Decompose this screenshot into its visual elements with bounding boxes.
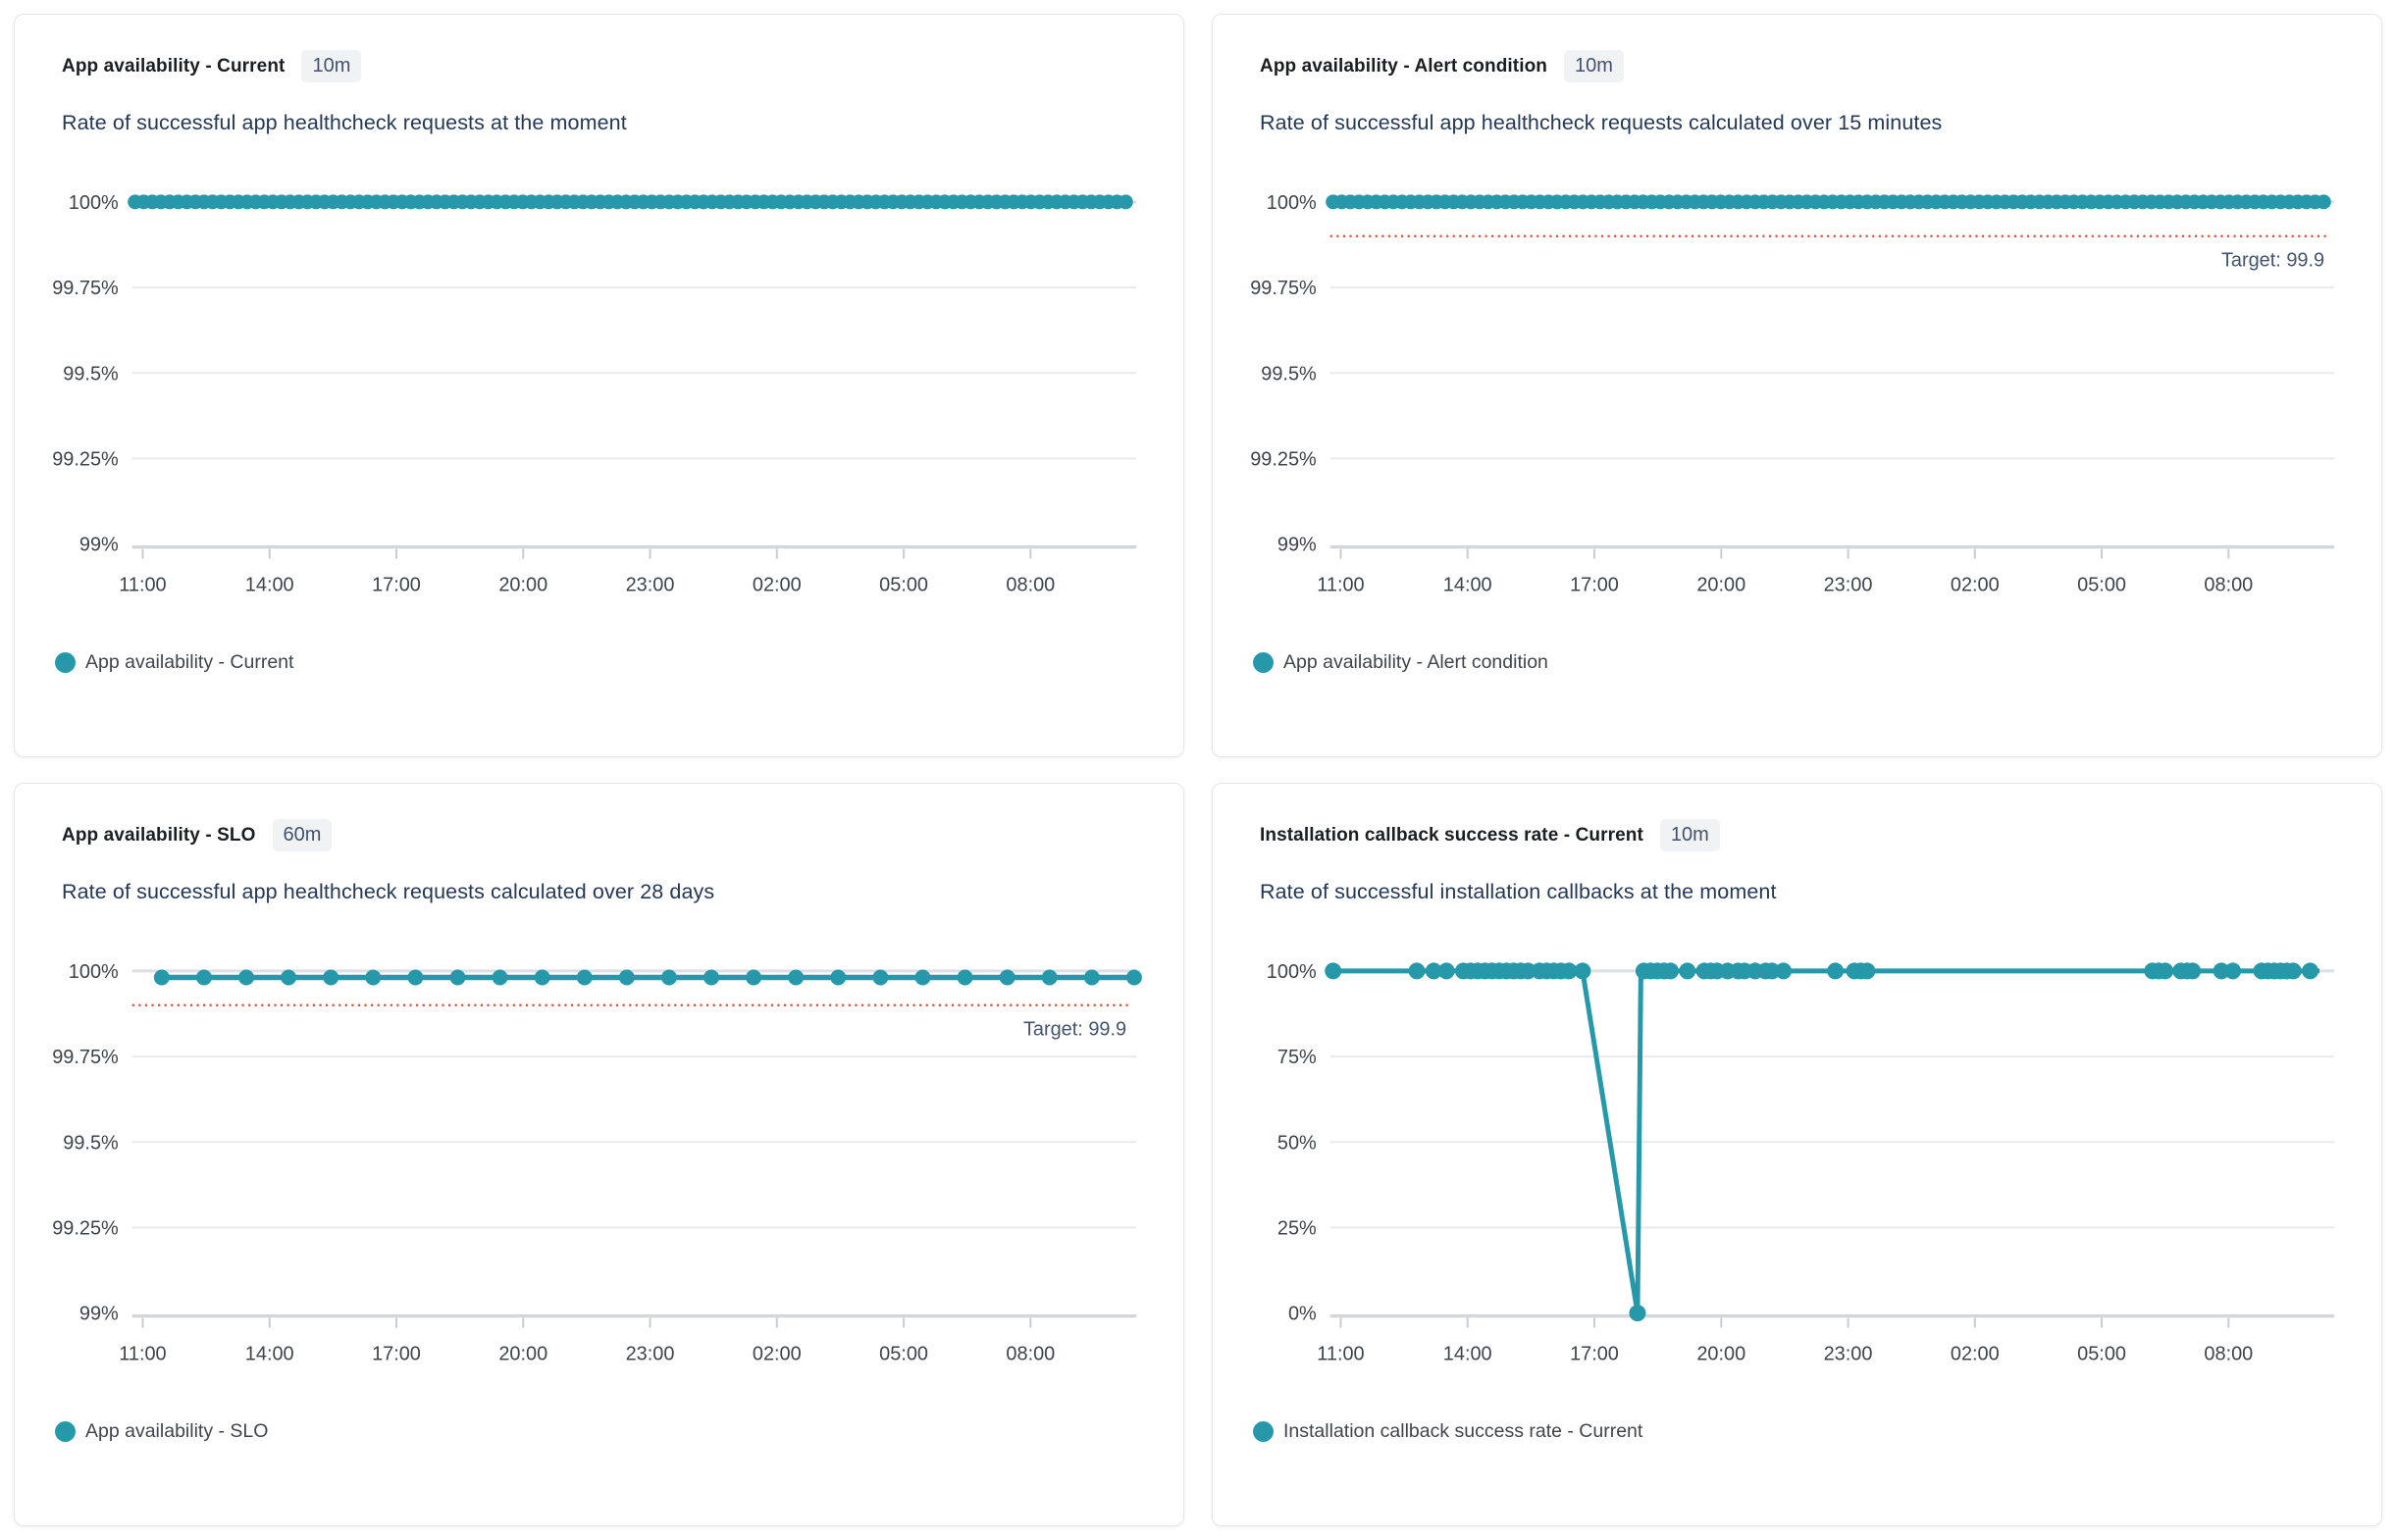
timeframe-badge: 10m bbox=[1659, 819, 1720, 851]
legend: App availability - Current bbox=[39, 651, 1160, 678]
svg-text:14:00: 14:00 bbox=[1443, 1343, 1492, 1364]
legend: App availability - SLO bbox=[39, 1420, 1160, 1447]
timeframe-badge: 10m bbox=[301, 50, 362, 82]
panel-title: Installation callback success rate - Cur… bbox=[1260, 824, 1643, 846]
svg-text:02:00: 02:00 bbox=[1951, 574, 2000, 595]
panel-subtitle: Rate of successful installation callback… bbox=[1260, 880, 1777, 903]
panel-subtitle: Rate of successful app healthcheck reque… bbox=[62, 111, 627, 134]
svg-text:17:00: 17:00 bbox=[372, 1343, 421, 1364]
svg-text:11:00: 11:00 bbox=[1317, 1343, 1364, 1364]
panel-title: App availability - Alert condition bbox=[1260, 55, 1548, 77]
svg-text:99.25%: 99.25% bbox=[1250, 448, 1317, 470]
panel-subtitle: Rate of successful app healthcheck reque… bbox=[1260, 111, 1943, 134]
svg-text:99.5%: 99.5% bbox=[63, 363, 118, 385]
svg-text:20:00: 20:00 bbox=[498, 1343, 547, 1364]
svg-text:99.75%: 99.75% bbox=[1250, 278, 1317, 299]
svg-text:50%: 50% bbox=[1277, 1132, 1317, 1154]
svg-text:20:00: 20:00 bbox=[1696, 1343, 1745, 1364]
svg-text:99.75%: 99.75% bbox=[52, 1047, 119, 1068]
svg-text:99.25%: 99.25% bbox=[52, 1217, 119, 1239]
legend: App availability - Alert condition bbox=[1237, 651, 2358, 678]
panel-app-availability-slo: App availability - SLO 60m Rate of succe… bbox=[14, 783, 1184, 1526]
svg-text:100%: 100% bbox=[69, 192, 119, 214]
legend-item[interactable]: App availability - Alert condition bbox=[1253, 651, 1548, 674]
svg-text:08:00: 08:00 bbox=[2204, 1343, 2253, 1364]
svg-text:02:00: 02:00 bbox=[753, 574, 802, 595]
timeframe-badge: 10m bbox=[1564, 50, 1624, 82]
svg-text:17:00: 17:00 bbox=[1570, 1343, 1619, 1364]
panel-header: App availability - Alert condition 10m bbox=[1237, 50, 2358, 82]
panel-header: App availability - SLO 60m bbox=[39, 819, 1160, 851]
svg-text:23:00: 23:00 bbox=[1824, 574, 1873, 595]
svg-text:Target: 99.9: Target: 99.9 bbox=[2221, 250, 2324, 272]
svg-text:02:00: 02:00 bbox=[1951, 1343, 2000, 1364]
legend-item[interactable]: Installation callback success rate - Cur… bbox=[1253, 1420, 1642, 1443]
installation-callback-chart[interactable]: 11:00 14:00 17:00 20:00 23:00 02:00 05:00 08:00… bbox=[1237, 942, 2358, 1379]
svg-text:17:00: 17:00 bbox=[1570, 574, 1619, 595]
panel-app-availability-alert-condition: App availability - Alert condition 10m R… bbox=[1212, 14, 2382, 757]
svg-text:05:00: 05:00 bbox=[2077, 574, 2126, 595]
svg-text:100%: 100% bbox=[1267, 961, 1317, 983]
legend-series-label: App availability - Alert condition bbox=[1283, 651, 1548, 674]
svg-text:0%: 0% bbox=[1288, 1304, 1317, 1325]
availability-alert-condition-chart[interactable]: 11:00 14:00 17:00 20:00 23:00 02:00 05:00 08:00… bbox=[1237, 173, 2358, 610]
svg-text:08:00: 08:00 bbox=[1006, 574, 1055, 595]
availability-slo-chart[interactable]: 11:00 14:00 17:00 20:00 23:00 02:00 05:00 08:00… bbox=[39, 942, 1160, 1379]
panel-header: Installation callback success rate - Cur… bbox=[1237, 819, 2358, 851]
svg-text:20:00: 20:00 bbox=[1696, 574, 1745, 595]
svg-text:14:00: 14:00 bbox=[245, 574, 294, 595]
legend-series-label: App availability - SLO bbox=[85, 1420, 269, 1443]
panel-subtitle: Rate of successful app healthcheck reque… bbox=[62, 880, 715, 903]
svg-text:08:00: 08:00 bbox=[2204, 574, 2253, 595]
svg-text:99.25%: 99.25% bbox=[52, 448, 119, 470]
svg-text:100%: 100% bbox=[1267, 192, 1317, 214]
svg-text:11:00: 11:00 bbox=[119, 1343, 166, 1364]
legend-series-dot bbox=[1253, 1421, 1274, 1443]
svg-text:100%: 100% bbox=[69, 961, 119, 983]
panel-app-availability-current: App availability - Current 10m Rate of s… bbox=[14, 14, 1184, 757]
svg-text:11:00: 11:00 bbox=[1317, 574, 1364, 595]
svg-text:05:00: 05:00 bbox=[2077, 1343, 2126, 1364]
panel-title: App availability - SLO bbox=[62, 824, 256, 846]
svg-text:75%: 75% bbox=[1277, 1047, 1317, 1068]
legend-series-label: App availability - Current bbox=[85, 651, 294, 674]
svg-text:23:00: 23:00 bbox=[626, 574, 675, 595]
svg-text:14:00: 14:00 bbox=[245, 1343, 294, 1364]
svg-text:99.5%: 99.5% bbox=[63, 1132, 118, 1154]
legend-series-dot bbox=[1253, 652, 1274, 674]
svg-text:23:00: 23:00 bbox=[1824, 1343, 1873, 1364]
svg-text:99%: 99% bbox=[79, 535, 119, 556]
svg-text:99%: 99% bbox=[1277, 535, 1317, 556]
svg-text:99%: 99% bbox=[79, 1304, 119, 1325]
legend: Installation callback success rate - Cur… bbox=[1237, 1420, 2358, 1447]
legend-series-dot bbox=[55, 652, 76, 674]
svg-text:Target: 99.9: Target: 99.9 bbox=[1023, 1019, 1126, 1041]
svg-text:20:00: 20:00 bbox=[498, 574, 547, 595]
svg-text:08:00: 08:00 bbox=[1006, 1343, 1055, 1364]
svg-text:99.75%: 99.75% bbox=[52, 278, 119, 299]
svg-text:02:00: 02:00 bbox=[753, 1343, 802, 1364]
legend-series-dot bbox=[55, 1421, 76, 1443]
svg-text:05:00: 05:00 bbox=[879, 574, 928, 595]
legend-item[interactable]: App availability - SLO bbox=[55, 1420, 268, 1443]
svg-text:25%: 25% bbox=[1277, 1217, 1317, 1239]
availability-current-chart[interactable]: 11:00 14:00 17:00 20:00 23:00 02:00 05:00 08:00… bbox=[39, 173, 1160, 610]
svg-text:23:00: 23:00 bbox=[626, 1343, 675, 1364]
timeframe-badge: 60m bbox=[272, 819, 333, 851]
svg-text:99.5%: 99.5% bbox=[1261, 363, 1316, 385]
svg-text:14:00: 14:00 bbox=[1443, 574, 1492, 595]
svg-text:17:00: 17:00 bbox=[372, 574, 421, 595]
panel-installation-callback-success-rate: Installation callback success rate - Cur… bbox=[1212, 783, 2382, 1526]
panel-title: App availability - Current bbox=[62, 55, 286, 77]
svg-text:05:00: 05:00 bbox=[879, 1343, 928, 1364]
legend-item[interactable]: App availability - Current bbox=[55, 651, 293, 674]
panel-header: App availability - Current 10m bbox=[39, 50, 1160, 82]
svg-text:11:00: 11:00 bbox=[119, 574, 166, 595]
legend-series-label: Installation callback success rate - Cur… bbox=[1283, 1420, 1643, 1443]
